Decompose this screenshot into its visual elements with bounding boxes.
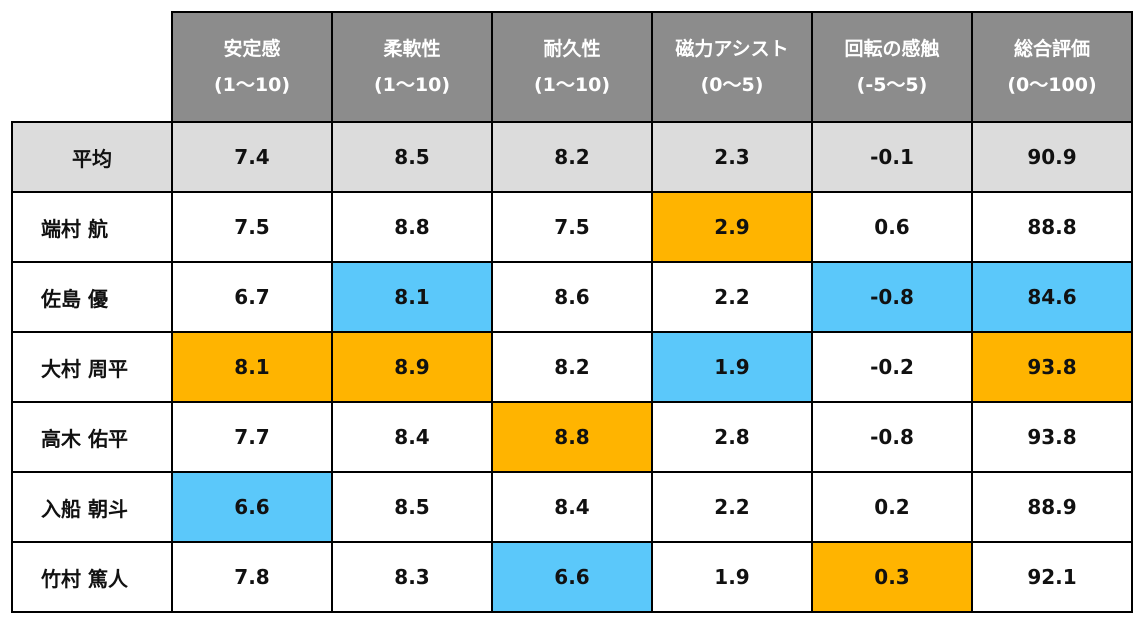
header-label: 磁力アシスト	[675, 38, 789, 60]
header-range: (1〜10)	[373, 74, 451, 96]
value-cell: 8.4	[491, 471, 653, 543]
row-name: 佐島 優	[11, 261, 173, 333]
header-label: 総合評価	[1013, 38, 1090, 60]
table-body: 平均 7.4 8.5 8.2 2.3 -0.1 90.9 端村 航 7.5 8.8 7.5 2.9 0.…	[11, 121, 1133, 613]
header-range: (1〜10)	[533, 74, 611, 96]
value-cell-lowest: -0.8	[811, 261, 973, 333]
value-cell: 8.4	[331, 401, 493, 473]
row-name: 入船 朝斗	[11, 471, 173, 543]
average-row: 平均 7.4 8.5 8.2 2.3 -0.1 90.9	[11, 121, 1133, 193]
value-cell: 8.2	[491, 331, 653, 403]
average-label: 平均	[11, 121, 173, 193]
value-cell-highest: 93.8	[971, 331, 1133, 403]
value-cell-lowest: 8.1	[331, 261, 493, 333]
value-cell: 7.4	[171, 121, 333, 193]
table-row: 端村 航 7.5 8.8 7.5 2.9 0.6 88.8	[11, 191, 1133, 263]
header-label: 回転の感触	[844, 38, 940, 60]
table-row: 佐島 優 6.7 8.1 8.6 2.2 -0.8 84.6	[11, 261, 1133, 333]
header-range: (1〜10)	[213, 74, 291, 96]
table-row: 大村 周平 8.1 8.9 8.2 1.9 -0.2 93.8	[11, 331, 1133, 403]
value-cell: 8.2	[491, 121, 653, 193]
value-cell: 8.5	[331, 471, 493, 543]
value-cell: 0.2	[811, 471, 973, 543]
column-header-stability: 安定感 (1〜10)	[171, 11, 333, 123]
header-label: 安定感	[223, 38, 281, 60]
value-cell: 93.8	[971, 401, 1133, 473]
header-row: 安定感 (1〜10) 柔軟性 (1〜10) 耐久性 (1〜10) 磁力アシスト (0〜5…	[12, 11, 1133, 123]
ratings-table: 安定感 (1〜10) 柔軟性 (1〜10) 耐久性 (1〜10) 磁力アシスト (0〜5…	[11, 11, 1133, 613]
value-cell: 7.5	[491, 191, 653, 263]
value-cell: 7.7	[171, 401, 333, 473]
value-cell: 7.8	[171, 541, 333, 613]
value-cell-highest: 8.1	[171, 331, 333, 403]
column-header-overall-rating: 総合評価 (0〜100)	[971, 11, 1133, 123]
value-cell-lowest: 6.6	[171, 471, 333, 543]
header-range: (-5〜5)	[856, 74, 928, 96]
value-cell-highest: 2.9	[651, 191, 813, 263]
column-header-durability: 耐久性 (1〜10)	[491, 11, 653, 123]
row-name: 端村 航	[11, 191, 173, 263]
value-cell: 88.8	[971, 191, 1133, 263]
value-cell: 2.3	[651, 121, 813, 193]
value-cell: 88.9	[971, 471, 1133, 543]
header-label: 柔軟性	[383, 38, 441, 60]
value-cell: 6.7	[171, 261, 333, 333]
value-cell-highest: 0.3	[811, 541, 973, 613]
value-cell-highest: 8.9	[331, 331, 493, 403]
value-cell: 1.9	[651, 541, 813, 613]
table-row: 入船 朝斗 6.6 8.5 8.4 2.2 0.2 88.9	[11, 471, 1133, 543]
value-cell: -0.2	[811, 331, 973, 403]
value-cell: 8.8	[331, 191, 493, 263]
column-header-rotation-feel: 回転の感触 (-5〜5)	[811, 11, 973, 123]
column-header-flexibility: 柔軟性 (1〜10)	[331, 11, 493, 123]
table-row: 竹村 篤人 7.8 8.3 6.6 1.9 0.3 92.1	[11, 541, 1133, 613]
value-cell: 90.9	[971, 121, 1133, 193]
value-cell: -0.1	[811, 121, 973, 193]
corner-cell	[12, 12, 172, 122]
row-name: 大村 周平	[11, 331, 173, 403]
value-cell: 2.2	[651, 261, 813, 333]
value-cell: 8.3	[331, 541, 493, 613]
header-label: 耐久性	[543, 38, 601, 60]
value-cell: -0.8	[811, 401, 973, 473]
column-header-magnetic-assist: 磁力アシスト (0〜5)	[651, 11, 813, 123]
row-name: 竹村 篤人	[11, 541, 173, 613]
value-cell: 92.1	[971, 541, 1133, 613]
value-cell: 7.5	[171, 191, 333, 263]
value-cell: 8.5	[331, 121, 493, 193]
value-cell: 2.2	[651, 471, 813, 543]
header-range: (0〜100)	[1007, 74, 1097, 96]
header-range: (0〜5)	[700, 74, 764, 96]
table-row: 高木 佑平 7.7 8.4 8.8 2.8 -0.8 93.8	[11, 401, 1133, 473]
value-cell-highest: 8.8	[491, 401, 653, 473]
row-name: 高木 佑平	[11, 401, 173, 473]
value-cell-lowest: 84.6	[971, 261, 1133, 333]
value-cell: 0.6	[811, 191, 973, 263]
value-cell-lowest: 1.9	[651, 331, 813, 403]
value-cell: 2.8	[651, 401, 813, 473]
value-cell-lowest: 6.6	[491, 541, 653, 613]
value-cell: 8.6	[491, 261, 653, 333]
